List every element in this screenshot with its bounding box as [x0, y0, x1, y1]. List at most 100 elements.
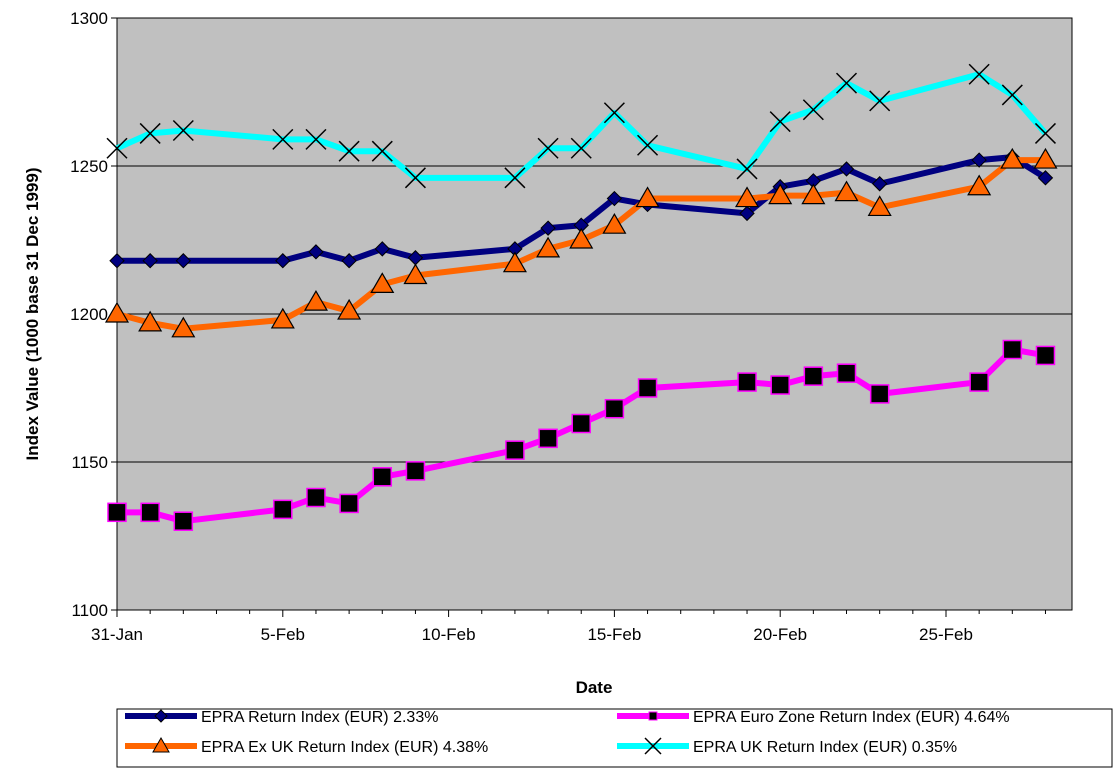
diamond-marker [971, 152, 987, 168]
x-marker [968, 63, 990, 85]
x-marker-stroke [504, 167, 526, 189]
triangle-marker [801, 183, 826, 205]
x-marker [537, 137, 559, 159]
x-marker-stroke [869, 90, 891, 112]
x-marker [835, 72, 858, 94]
legend-x-stroke [644, 737, 662, 755]
y-tick-label: 1100 [71, 601, 108, 620]
triangle-marker [536, 236, 561, 258]
series-square [107, 339, 1056, 531]
legend-diamond-marker [154, 709, 168, 723]
triangle-marker [834, 180, 859, 202]
diamond-marker [606, 190, 623, 207]
x-tick-labels: 31-Jan 5-Feb 10-Feb 15-Feb 20-Feb 25-Feb [91, 625, 973, 644]
legend-triangle-marker [152, 736, 170, 753]
x-marker [338, 140, 360, 162]
square-marker [770, 375, 790, 395]
x-marker-stroke [570, 137, 592, 159]
triangle-marker [734, 186, 760, 208]
square-marker [1035, 345, 1056, 366]
square-marker [869, 384, 890, 404]
square-marker [571, 413, 591, 434]
legend-label: EPRA Euro Zone Return Index (EUR) 4.64% [693, 709, 1010, 726]
legend-entry: EPRA Euro Zone Return Index (EUR) 4.64% [617, 709, 1010, 726]
x-marker [570, 137, 592, 159]
square-marker [140, 502, 160, 523]
triangle-marker [635, 186, 660, 208]
square-marker [173, 511, 194, 531]
x-marker [371, 140, 393, 162]
x-marker-stroke [272, 128, 294, 150]
diamond-marker [1037, 170, 1054, 186]
y-tick-label: 1300 [70, 9, 108, 28]
x-marker [869, 90, 891, 112]
x-tick-label: 10-Feb [422, 625, 476, 644]
x-marker-stroke [802, 99, 824, 121]
x-marker-stroke [404, 167, 426, 189]
triangle-marker [768, 183, 793, 205]
diamond-marker [275, 253, 291, 269]
triangle-marker [967, 174, 992, 196]
series-group [104, 63, 1058, 531]
x-marker-stroke [603, 102, 625, 124]
square-marker [505, 440, 525, 460]
x-marker-stroke [1001, 84, 1023, 106]
x-marker [272, 128, 294, 150]
legend-entry: EPRA Return Index (EUR) 2.33% [125, 709, 438, 726]
x-marker-stroke [835, 72, 858, 94]
triangle-marker [337, 298, 362, 320]
legend-label: EPRA Return Index (EUR) 2.33% [201, 709, 438, 726]
x-marker-stroke [1034, 122, 1057, 144]
triangle-marker [1000, 147, 1025, 169]
triangle-marker [138, 310, 163, 332]
x-marker [305, 128, 327, 150]
x-marker [637, 134, 659, 156]
x-marker-stroke [371, 140, 393, 162]
x-marker-stroke [139, 122, 161, 144]
diamond-marker [308, 244, 324, 260]
x-marker-stroke [637, 134, 659, 156]
series-diamond [109, 149, 1054, 269]
x-marker-stroke [305, 128, 327, 150]
y-tick-label: 1250 [70, 157, 108, 176]
triangle-marker [403, 263, 428, 285]
x-marker-stroke [106, 137, 128, 159]
triangle-marker [1033, 147, 1058, 169]
x-marker [603, 102, 625, 124]
square-marker [339, 493, 359, 514]
x-marker [504, 167, 526, 189]
diamond-marker [871, 176, 888, 192]
triangle-marker [270, 307, 295, 329]
x-tick-label: 20-Feb [753, 625, 807, 644]
series-triangle [104, 147, 1058, 338]
square-marker [836, 363, 857, 383]
diamond-marker [109, 253, 125, 269]
x-tick-label: 5-Feb [261, 625, 305, 644]
x-marker [172, 119, 194, 142]
triangle-marker [370, 272, 395, 293]
square-marker [372, 467, 393, 487]
legend-box [116, 708, 1113, 768]
x-marker [1001, 84, 1023, 106]
square-marker [538, 428, 558, 449]
x-marker [736, 158, 758, 180]
x-tick-label: 31-Jan [91, 625, 143, 644]
diamond-marker [341, 253, 357, 269]
legend-entry: EPRA Ex UK Return Index (EUR) 4.38% [125, 736, 488, 756]
triangle-marker [602, 213, 627, 234]
y-tick-label: 1200 [70, 305, 108, 324]
x-marker [802, 99, 824, 121]
legend: EPRA Return Index (EUR) 2.33% EPRA Euro Z… [116, 708, 1113, 768]
diamond-marker [739, 205, 755, 222]
x-marker-stroke [172, 119, 194, 142]
legend-label: EPRA UK Return Index (EUR) 0.35% [693, 739, 957, 756]
square-marker [737, 372, 757, 392]
gridlines [117, 165, 1072, 463]
legend-label: EPRA Ex UK Return Index (EUR) 4.38% [201, 739, 488, 756]
square-marker [1002, 339, 1023, 360]
y-axis-title: Index Value (1000 base 31 Dec 1999) [23, 168, 42, 461]
diamond-marker [540, 220, 556, 236]
y-tick-labels: 1100 1150 1200 1250 1300 [70, 9, 108, 620]
y-tick-label: 1150 [71, 453, 108, 472]
x-marker-stroke [736, 158, 758, 180]
